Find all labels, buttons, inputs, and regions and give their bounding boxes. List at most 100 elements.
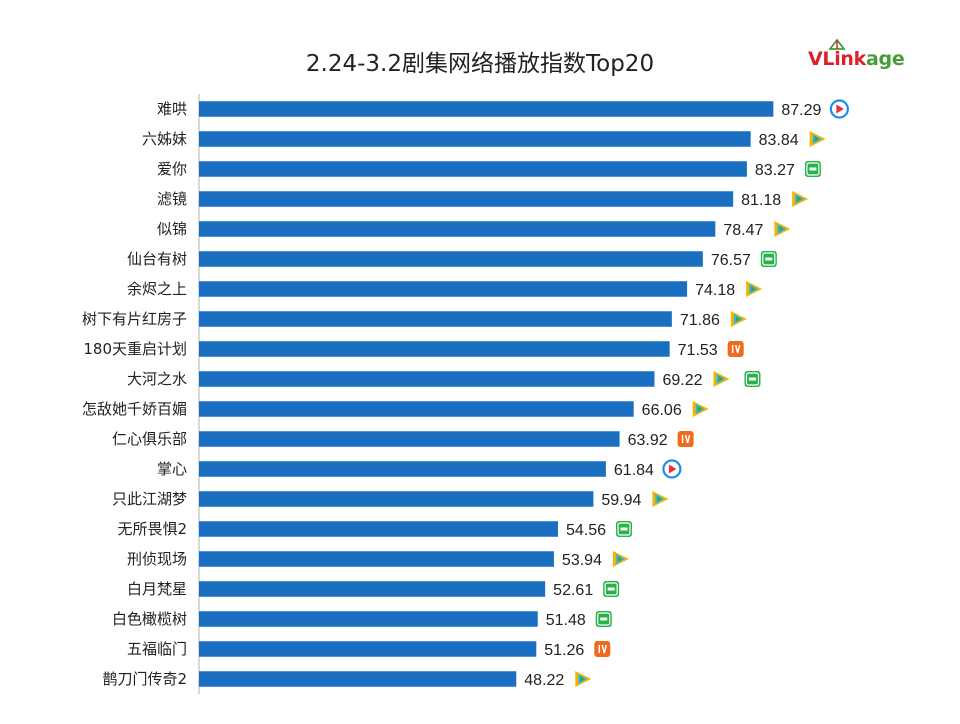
bar-row: 鹊刀门传奇2 48.22: [102, 670, 592, 689]
category-label: 怎敌她千娇百媚: [82, 400, 187, 418]
bar-row: 只此江湖梦 59.94: [112, 490, 669, 509]
value-label: 52.61: [553, 582, 593, 599]
bar-row: 六姊妹 83.84: [142, 130, 826, 149]
value-label: 83.84: [759, 132, 799, 149]
bar-row: 180天重启计划 71.53: [83, 340, 744, 359]
bar-row: 刑侦现场 53.94: [127, 550, 629, 569]
tencent-icon: [713, 371, 730, 387]
value-label: 78.47: [723, 222, 763, 239]
tencent-icon: [575, 671, 592, 687]
category-label: 难哄: [157, 100, 187, 118]
bar-row: 掌心 61.84: [157, 459, 682, 479]
bar: [199, 221, 716, 237]
value-label: 51.26: [544, 642, 584, 659]
bar-row: 大河之水 69.22: [127, 370, 761, 389]
category-label: 大河之水: [127, 370, 187, 388]
category-label: 180天重启计划: [83, 340, 187, 358]
value-label: 54.56: [566, 522, 606, 539]
category-label: 掌心: [157, 460, 187, 478]
bar: [199, 131, 751, 147]
bar: [199, 341, 670, 357]
category-label: 仁心俱乐部: [112, 430, 187, 448]
tencent-icon: [809, 131, 826, 147]
bar-row: 仙台有树 76.57: [127, 250, 777, 269]
bar-row: 滤镜 81.18: [157, 190, 809, 209]
category-label: 爱你: [157, 160, 187, 178]
category-label: 只此江湖梦: [112, 490, 187, 508]
value-label: 48.22: [524, 672, 564, 689]
tencent-icon: [746, 281, 763, 297]
bar: [199, 371, 655, 387]
category-label: 似锦: [157, 220, 187, 238]
value-label: 59.94: [601, 492, 641, 509]
bar: [199, 521, 559, 537]
category-label: 树下有片红房子: [82, 310, 187, 328]
bar: [199, 191, 734, 207]
value-label: 76.57: [711, 252, 751, 269]
bar-row: 白月梵星 52.61: [127, 580, 620, 599]
tencent-icon: [692, 401, 709, 417]
bar: [199, 161, 747, 177]
youku-icon: [662, 459, 682, 479]
category-label: 仙台有树: [127, 250, 187, 268]
bar-row: 怎敌她千娇百媚 66.06: [82, 400, 709, 419]
iqiyi-icon: [616, 521, 633, 537]
bar: [199, 581, 546, 597]
bar: [199, 491, 594, 507]
value-label: 71.86: [680, 312, 720, 329]
mango-icon: [594, 641, 611, 657]
bar-row: 似锦 78.47: [157, 220, 791, 239]
value-label: 74.18: [695, 282, 735, 299]
bar: [199, 671, 517, 687]
mango-icon: [727, 341, 744, 357]
bar-row: 无所畏惧2 54.56: [117, 520, 633, 539]
logo-mark-icon: [828, 38, 846, 50]
iqiyi-icon: [744, 371, 761, 387]
tencent-icon: [612, 551, 629, 567]
category-label: 余烬之上: [127, 280, 187, 298]
value-label: 53.94: [562, 552, 602, 569]
mango-icon: [677, 431, 694, 447]
bar-row: 白色橄榄树 51.48: [112, 610, 612, 629]
bar: [199, 461, 606, 477]
value-label: 63.92: [628, 432, 668, 449]
logo-text-1: VLink: [808, 48, 866, 70]
category-label: 五福临门: [127, 640, 187, 658]
value-label: 83.27: [755, 162, 795, 179]
bar: [199, 431, 620, 447]
value-label: 66.06: [642, 402, 682, 419]
category-label: 鹊刀门传奇2: [102, 670, 187, 688]
bar-row: 仁心俱乐部 63.92: [112, 430, 694, 449]
brand-logo: VLinkage: [808, 48, 905, 70]
value-label: 51.48: [546, 612, 586, 629]
iqiyi-icon: [760, 251, 777, 267]
bar-row: 难哄 87.29: [157, 99, 849, 119]
value-label: 61.84: [614, 462, 654, 479]
bar-row: 余烬之上 74.18: [127, 280, 763, 299]
value-label: 81.18: [741, 192, 781, 209]
chart-title: 2.24-3.2剧集网络播放指数Top20: [305, 51, 655, 77]
bar: [199, 101, 774, 117]
bar-row: 爱你 83.27: [157, 160, 821, 179]
bar: [199, 251, 703, 267]
bar-row: 五福临门 51.26: [127, 640, 611, 659]
tencent-icon: [730, 311, 747, 327]
category-label: 刑侦现场: [127, 550, 187, 568]
logo-text-2: age: [866, 48, 905, 70]
tencent-icon: [774, 221, 791, 237]
bar: [199, 611, 538, 627]
bar: [199, 641, 537, 657]
tencent-icon: [652, 491, 669, 507]
value-label: 87.29: [781, 102, 821, 119]
bar: [199, 401, 634, 417]
youku-icon: [829, 99, 849, 119]
category-label: 白色橄榄树: [112, 610, 187, 628]
iqiyi-icon: [804, 161, 821, 177]
tencent-icon: [792, 191, 809, 207]
bar-row: 树下有片红房子 71.86: [82, 310, 747, 329]
iqiyi-icon: [603, 581, 620, 597]
bar: [199, 311, 672, 327]
value-label: 71.53: [678, 342, 718, 359]
category-label: 滤镜: [157, 190, 187, 208]
